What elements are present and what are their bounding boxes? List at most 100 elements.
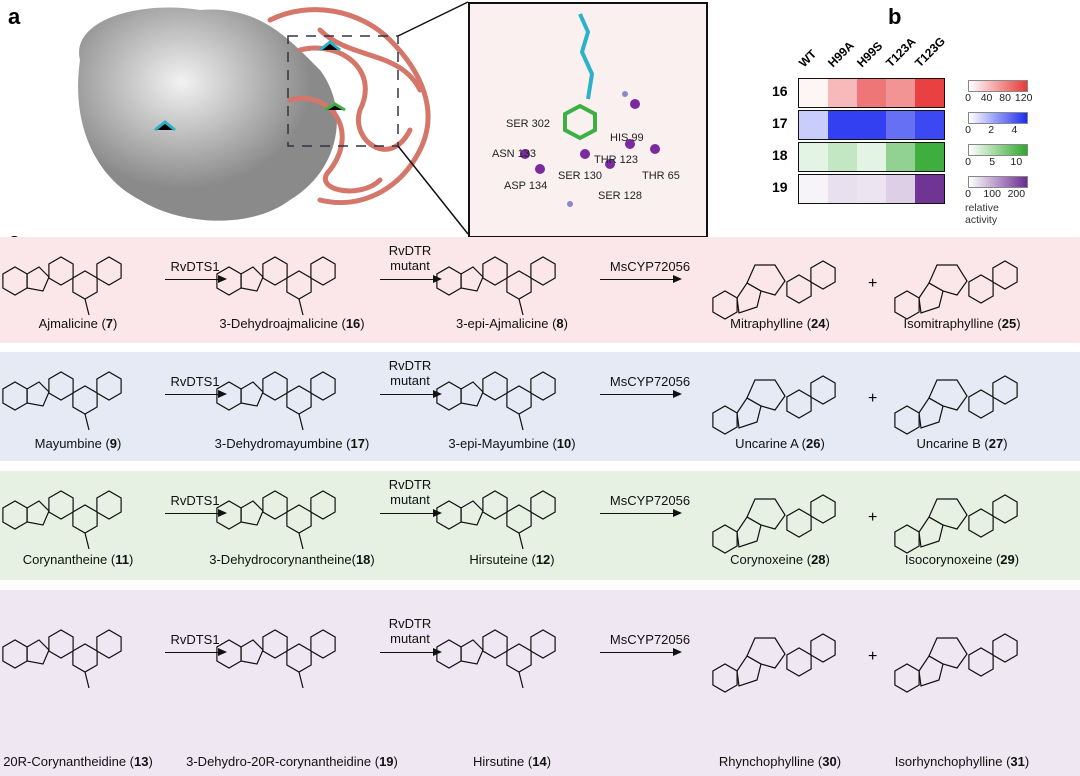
reaction-arrow [380, 646, 442, 658]
compound-name-text: Hirsutine ( [472, 754, 533, 769]
compound-number: 12 [535, 552, 551, 567]
colorbar [968, 176, 1028, 188]
compound-name-text: Mayumbine ( [34, 436, 110, 451]
enzyme-name: RvDTS1 [170, 632, 220, 647]
compound-name: Ajmalicine (7) [39, 316, 118, 331]
reaction-arrow [165, 507, 227, 519]
heatmap-column-label: WT [796, 46, 820, 70]
compound-name-end: ) [546, 754, 552, 769]
reaction-arrow [600, 388, 682, 400]
compound-name-text: Mitraphylline ( [730, 316, 812, 331]
reaction-row-band: 20R-Corynantheidine (13) 3-Dehydro-20R-co… [0, 590, 1080, 776]
compound-name: Isorhynchophylline (31) [895, 754, 1029, 769]
colorbar [968, 80, 1028, 92]
enzyme-name: MsCYP72056 [609, 493, 691, 508]
chemical-structure [2, 490, 122, 550]
residue-label: HIS 99 [610, 132, 644, 144]
compound-number: 29 [1000, 552, 1015, 567]
enzyme-name: RvDTS1 [170, 374, 220, 389]
heatmap-cell [799, 143, 828, 171]
heatmap-cell [857, 175, 886, 203]
compound-name: 3-Dehydro-20R-corynantheidine (19) [186, 754, 398, 769]
compound-name-text: 3-epi-Ajmalicine ( [456, 316, 557, 331]
plus-sign: + [868, 509, 878, 526]
colorbar-label: relative activity [965, 202, 999, 226]
enzyme-name: MsCYP72056 [609, 259, 691, 274]
plus-sign: + [868, 275, 878, 292]
enzyme-label: MsCYP72056 [610, 259, 690, 274]
enzyme-label: RvDTS1 [170, 374, 219, 389]
heatmap-cell [857, 111, 886, 139]
colorbar-tick-label: 10 [1010, 156, 1023, 168]
enzyme-name: mutant [390, 258, 430, 273]
heatmap-row [798, 110, 945, 140]
heatmap-cell [915, 111, 944, 139]
compound-number: 28 [811, 552, 826, 567]
compound-number: 13 [133, 754, 149, 769]
compound-number: 14 [532, 754, 547, 769]
chemical-structure [436, 256, 556, 316]
chemical-structure [712, 633, 836, 693]
enzyme-name: MsCYP72056 [609, 374, 691, 389]
chemical-structure [2, 371, 122, 431]
chemical-structure [712, 494, 836, 554]
compound-name: 3-epi-Ajmalicine (8) [456, 316, 568, 331]
enzyme-name: MsCYP72056 [609, 632, 691, 647]
reaction-row-band: Corynantheine (11) 3-Dehydrocorynantheine… [0, 471, 1080, 580]
panel-label-b: b [888, 4, 902, 29]
compound-name: 3-epi-Mayumbine (10) [448, 436, 575, 451]
compound-name: Mitraphylline (24) [730, 316, 830, 331]
compound-name: 3-Dehydrocorynantheine(18) [209, 552, 375, 567]
compound-name: Mayumbine (9) [35, 436, 122, 451]
heatmap-row-label: 16 [772, 83, 788, 99]
enzyme-name: RvDTR [388, 616, 432, 631]
residue-label: SER 128 [598, 190, 643, 202]
compound-name-text: 3-Dehydrocorynantheine( [209, 552, 356, 567]
compound-name: 3-Dehydroajmalicine (16) [219, 316, 364, 331]
compound-name-end: ) [128, 552, 134, 567]
compound-number: 26 [806, 436, 821, 451]
colorbar [968, 112, 1028, 124]
chemical-structure [216, 629, 336, 689]
reaction-arrow [600, 273, 682, 285]
compound-name-end: ) [113, 316, 118, 331]
compound-name-end: ) [571, 436, 576, 451]
compound-name: Corynoxeine (28) [730, 552, 830, 567]
heatmap-cell [828, 111, 857, 139]
enzyme-label: RvDTR mutant [389, 358, 432, 388]
heatmap-cell [799, 175, 828, 203]
compound-name-text: Corynoxeine ( [730, 552, 812, 567]
compound-name: Corynantheine (11) [23, 552, 134, 567]
chemical-structure [712, 375, 836, 435]
heatmap-row-label: 18 [772, 147, 788, 163]
heatmap-row [798, 174, 945, 204]
compound-name: 3-Dehydromayumbine (17) [215, 436, 370, 451]
compound-name: Isocorynoxeine (29) [905, 552, 1019, 567]
chemical-structure [712, 260, 836, 320]
colorbar-tick-label: 40 [980, 92, 993, 104]
compound-name-end: ) [563, 316, 568, 331]
heatmap-row-label: 19 [772, 179, 788, 195]
compound-name-text: Corynantheine ( [22, 552, 116, 567]
heatmap-row-label: 17 [772, 115, 788, 131]
compound-number: 27 [988, 436, 1004, 451]
heatmap-row [798, 142, 945, 172]
colorbar-tick-label: 0 [965, 92, 971, 104]
reaction-arrow [380, 273, 442, 285]
residue-label: THR 65 [642, 170, 680, 182]
compound-name-end: ) [820, 436, 825, 451]
reaction-arrow [600, 646, 682, 658]
chemical-structure [894, 633, 1018, 693]
residue-label: THR 123 [594, 154, 639, 166]
compound-name-end: ) [117, 436, 122, 451]
heatmap-cell [886, 175, 915, 203]
chemical-structure [894, 260, 1018, 320]
compound-number: 10 [556, 436, 572, 451]
chemical-structure [436, 490, 556, 550]
compound-name-end: ) [360, 316, 365, 331]
heatmap-cell [915, 143, 944, 171]
enzyme-label: RvDTS1 [170, 493, 219, 508]
compound-name: Hirsutine (14) [473, 754, 551, 769]
compound-number: 24 [811, 316, 826, 331]
compound-number: 11 [115, 552, 129, 567]
